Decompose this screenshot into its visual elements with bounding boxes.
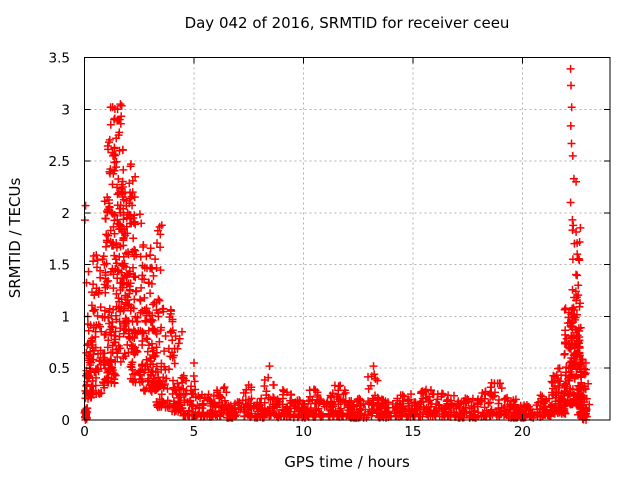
data-points <box>80 64 594 424</box>
y-tick-label: 1.5 <box>49 258 70 274</box>
y-tick-label: 2 <box>61 206 70 222</box>
y-tick-label: 0 <box>61 413 70 429</box>
y-tick-label: 0.5 <box>49 361 70 377</box>
x-tick-label: 5 <box>190 424 199 440</box>
x-tick-label: 10 <box>295 424 312 440</box>
x-axis-title: GPS time / hours <box>284 453 410 471</box>
plot-border <box>84 57 611 421</box>
y-tick-label: 3.5 <box>49 51 70 67</box>
x-tick-label: 20 <box>514 424 531 440</box>
x-tick-label: 0 <box>80 424 89 440</box>
x-tick-label: 15 <box>404 424 421 440</box>
y-tick-label: 1 <box>61 309 70 325</box>
y-tick-label: 2.5 <box>49 154 70 170</box>
plot-dynamic-layer: 0 5 10 15 20 0 0.5 1 1.5 2 2.5 3 3.5 <box>49 51 611 440</box>
y-axis-title: SRMTID / TECUs <box>6 178 24 299</box>
y-tick-label: 3 <box>61 102 70 118</box>
chart-title: Day 042 of 2016, SRMTID for receiver cee… <box>185 14 510 32</box>
